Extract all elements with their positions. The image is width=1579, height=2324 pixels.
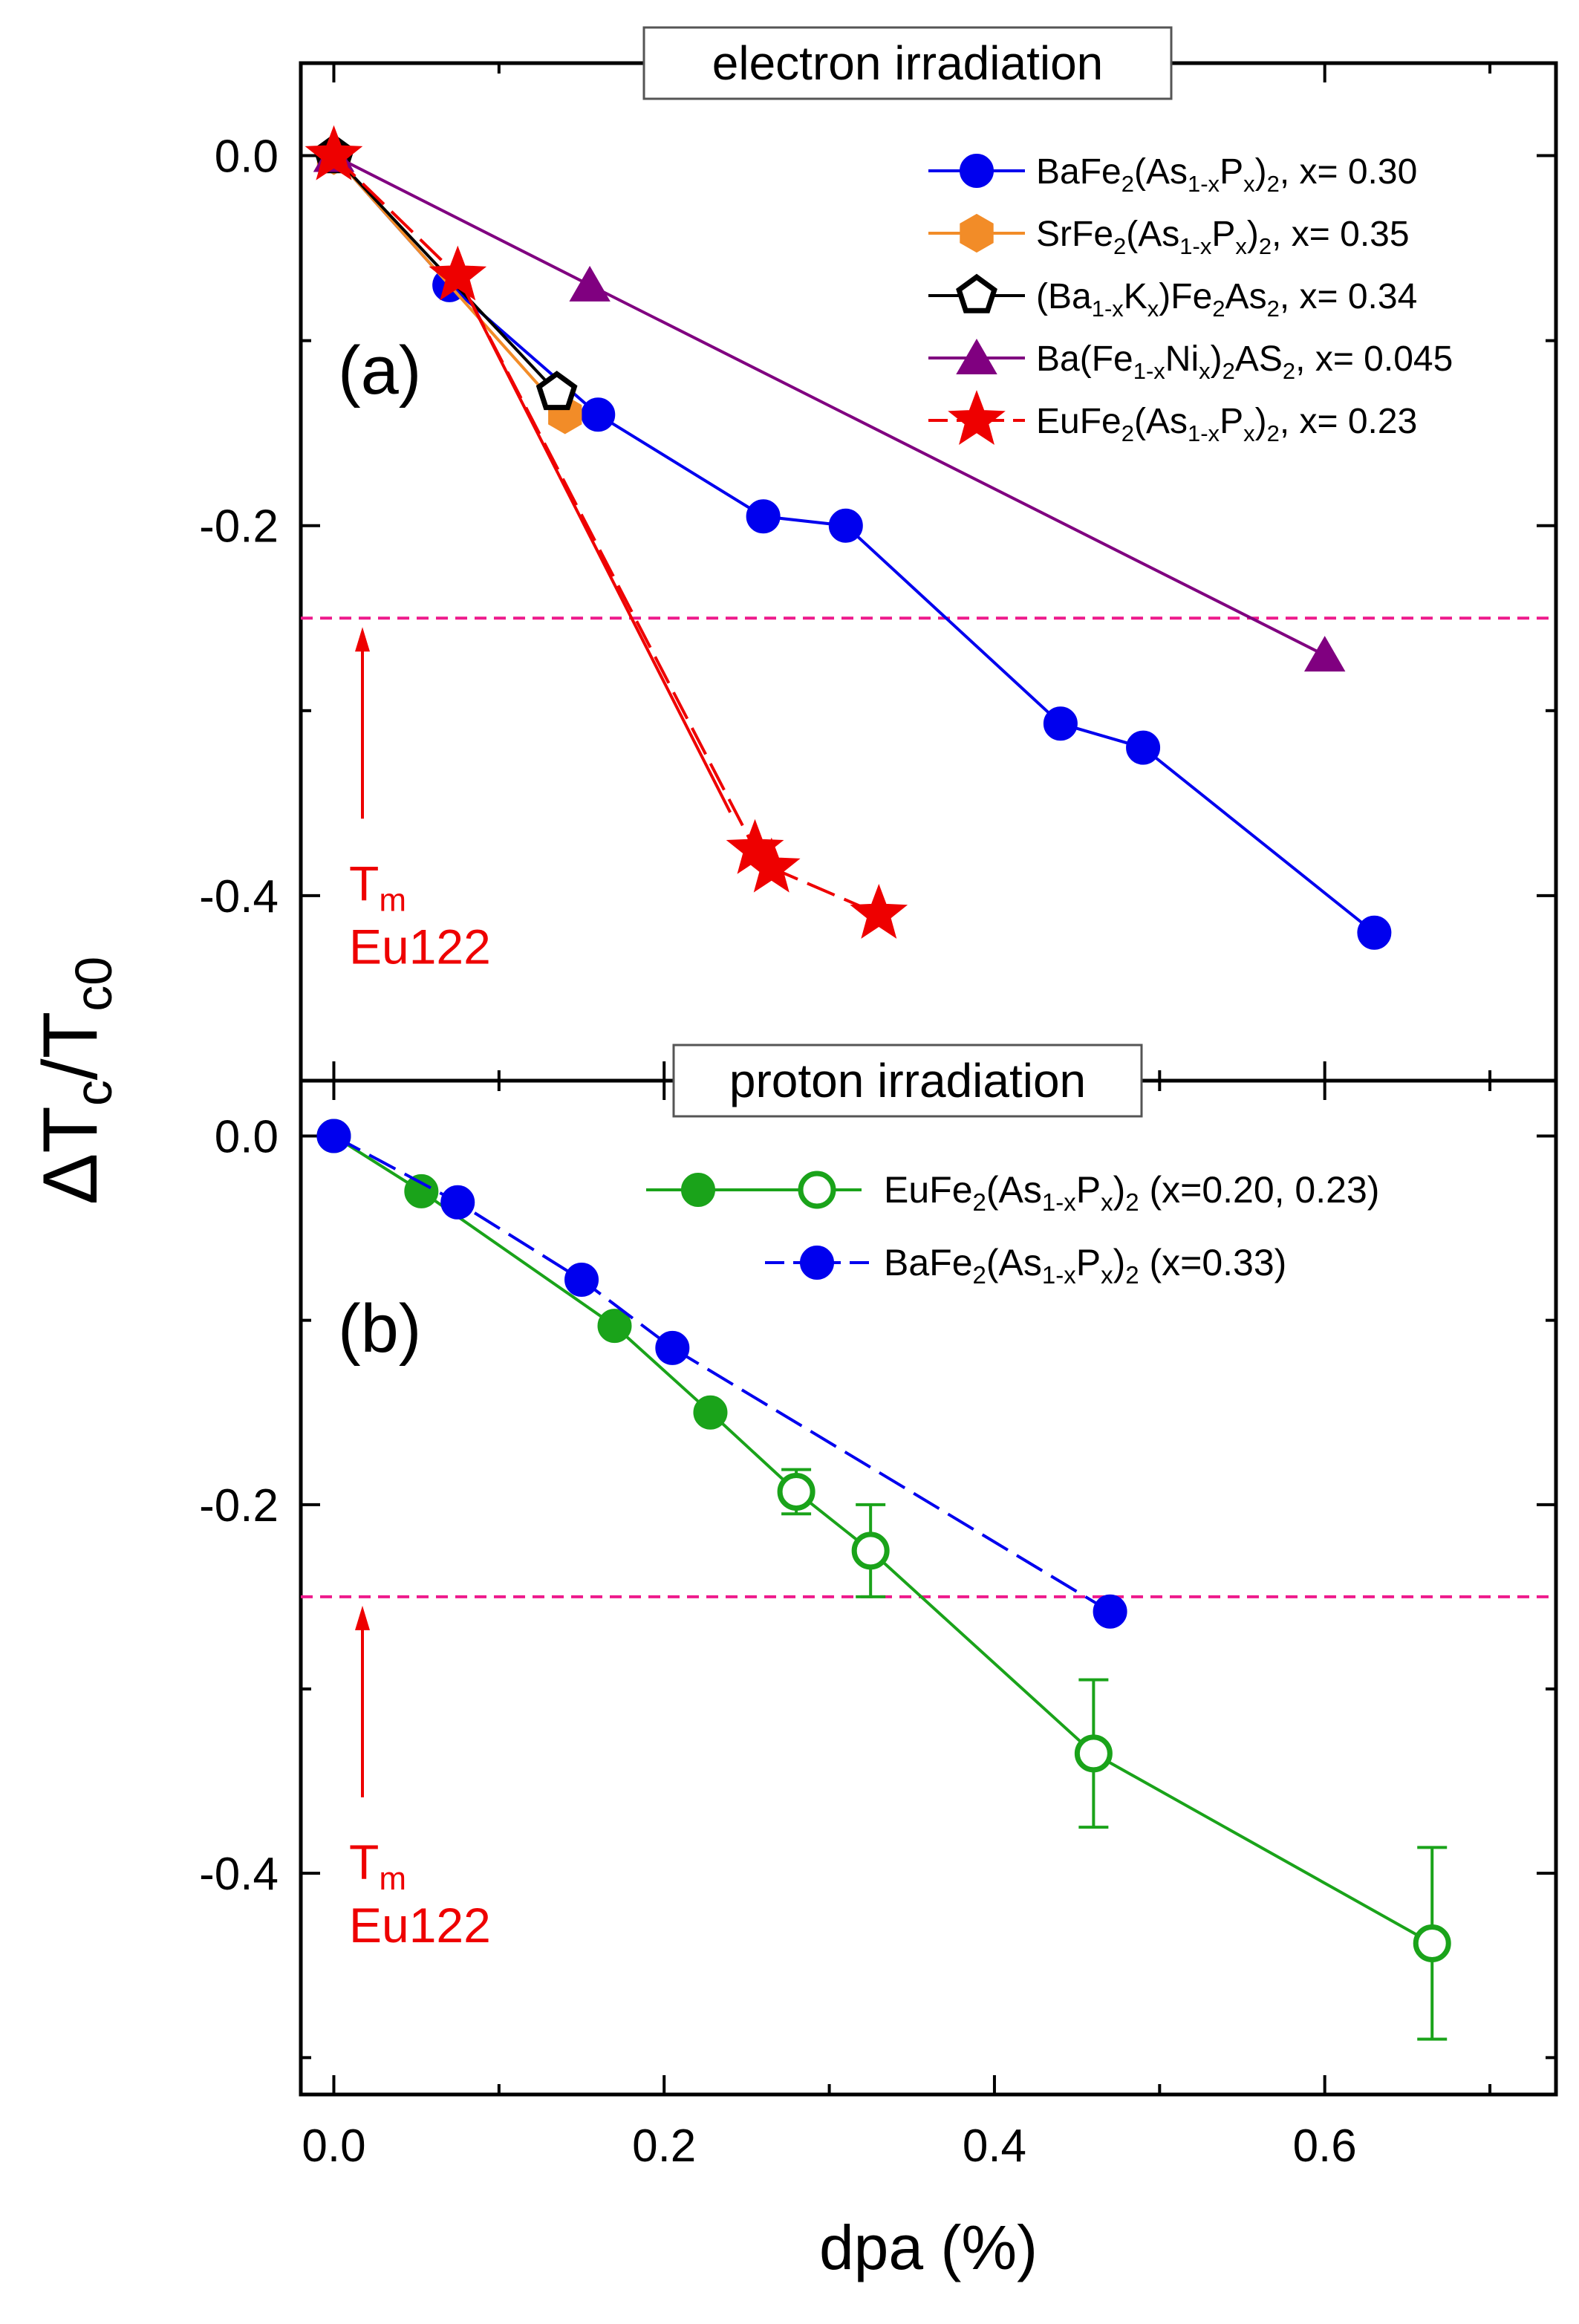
y-axis-label: ΔTc/Tc0: [27, 957, 123, 1205]
data-point: [742, 837, 801, 893]
data-point: [305, 125, 363, 180]
legend-marker-open: [798, 1171, 836, 1209]
data-point: [440, 1185, 475, 1220]
legend-marker: [800, 1246, 834, 1280]
y-tick-label: 0.0: [215, 1111, 279, 1162]
legend: EuFe2​(As1-x​Px​)2​ (x=0.20, 0.23) BaFe2​…: [646, 1169, 1379, 1289]
data-point: [777, 1472, 815, 1511]
series-extra-line: [456, 275, 732, 813]
legend-label: BaFe2​(As1-x​Px​)2​ (x=0.33): [884, 1242, 1286, 1289]
x-axis-label: dpa (%): [819, 2213, 1038, 2282]
x-tick-label: 0.0: [302, 2120, 365, 2172]
reference-label-eu122: Eu122: [349, 1898, 491, 1953]
data-point: [1357, 915, 1392, 950]
data-point: [1413, 1924, 1451, 1962]
legend-marker: [960, 154, 994, 188]
data-point: [828, 508, 863, 543]
data-point: [655, 1330, 690, 1365]
data-point: [597, 1309, 632, 1344]
reference-arrow-head: [355, 627, 370, 652]
data-point: [1126, 730, 1161, 765]
data-point: [564, 1263, 599, 1298]
title-text: electron irradiation: [712, 36, 1104, 90]
y-tick-label: -0.2: [199, 501, 279, 553]
series-1: [316, 1119, 1451, 2041]
panel-title: electron irradiation: [642, 26, 1173, 100]
legend-label: Ba(Fe1-x​Nix​)2​AS2​, x= 0.045: [1036, 339, 1453, 384]
reference-label-tm: Tm: [349, 1835, 406, 1897]
data-point: [850, 883, 908, 939]
data-point: [581, 397, 616, 432]
x-tick-label: 0.2: [632, 2120, 696, 2172]
y-tick-label: -0.2: [199, 1480, 279, 1532]
legend-marker: [948, 390, 1006, 445]
legend-label: (Ba1-x​Kx​)Fe2​As2​, x= 0.34: [1036, 277, 1417, 322]
panel-label: (b): [338, 1291, 421, 1367]
panel-title: proton irradiation: [672, 1044, 1143, 1118]
data-point: [535, 371, 578, 411]
data-point: [693, 1395, 728, 1430]
data-point: [746, 499, 781, 534]
data-point: [569, 265, 611, 302]
series-5: [305, 125, 908, 939]
series-4: [313, 136, 1346, 672]
data-point: [404, 1174, 439, 1208]
title-box: [642, 26, 1173, 100]
legend-label: SrFe2​(As1-x​Px​)2​, x= 0.35: [1036, 215, 1410, 259]
reference-label-eu122: Eu122: [349, 919, 491, 974]
data-point: [316, 1119, 351, 1153]
data-point: [1043, 706, 1078, 741]
legend: BaFe2​(As1-x​Px​)2​, x= 0.30 SrFe2​(As1-x…: [928, 152, 1453, 446]
data-point: [1303, 636, 1346, 672]
legend-marker: [956, 339, 997, 374]
y-tick-label: -0.4: [199, 871, 279, 922]
data-point: [429, 245, 487, 301]
series-1: [316, 138, 1392, 950]
legend-marker: [960, 213, 994, 253]
panel-label: (a): [338, 333, 421, 409]
x-tick-label: 0.6: [1293, 2120, 1357, 2172]
reference-label-tm: Tm: [349, 856, 406, 918]
legend-label: BaFe2​(As1-x​Px​)2​, x= 0.30: [1036, 152, 1417, 197]
series-line: [333, 154, 880, 916]
data-point: [851, 1532, 890, 1570]
legend-marker: [956, 273, 997, 313]
legend-label: EuFe2​(As1-x​Px​)2​, x= 0.23: [1036, 402, 1417, 446]
y-tick-label: 0.0: [215, 131, 279, 183]
title-box: [672, 1044, 1143, 1118]
series-line: [333, 154, 1375, 934]
legend-marker-filled: [681, 1173, 715, 1207]
y-tick-label: -0.4: [199, 1849, 279, 1900]
legend-label: EuFe2​(As1-x​Px​)2​ (x=0.20, 0.23): [884, 1169, 1379, 1216]
title-text: proton irradiation: [729, 1054, 1086, 1107]
series-2: [316, 1119, 1127, 1629]
x-tick-label: 0.4: [963, 2120, 1026, 2172]
data-point: [1093, 1594, 1127, 1629]
reference-arrow-head: [355, 1605, 370, 1630]
data-point: [1074, 1734, 1113, 1773]
